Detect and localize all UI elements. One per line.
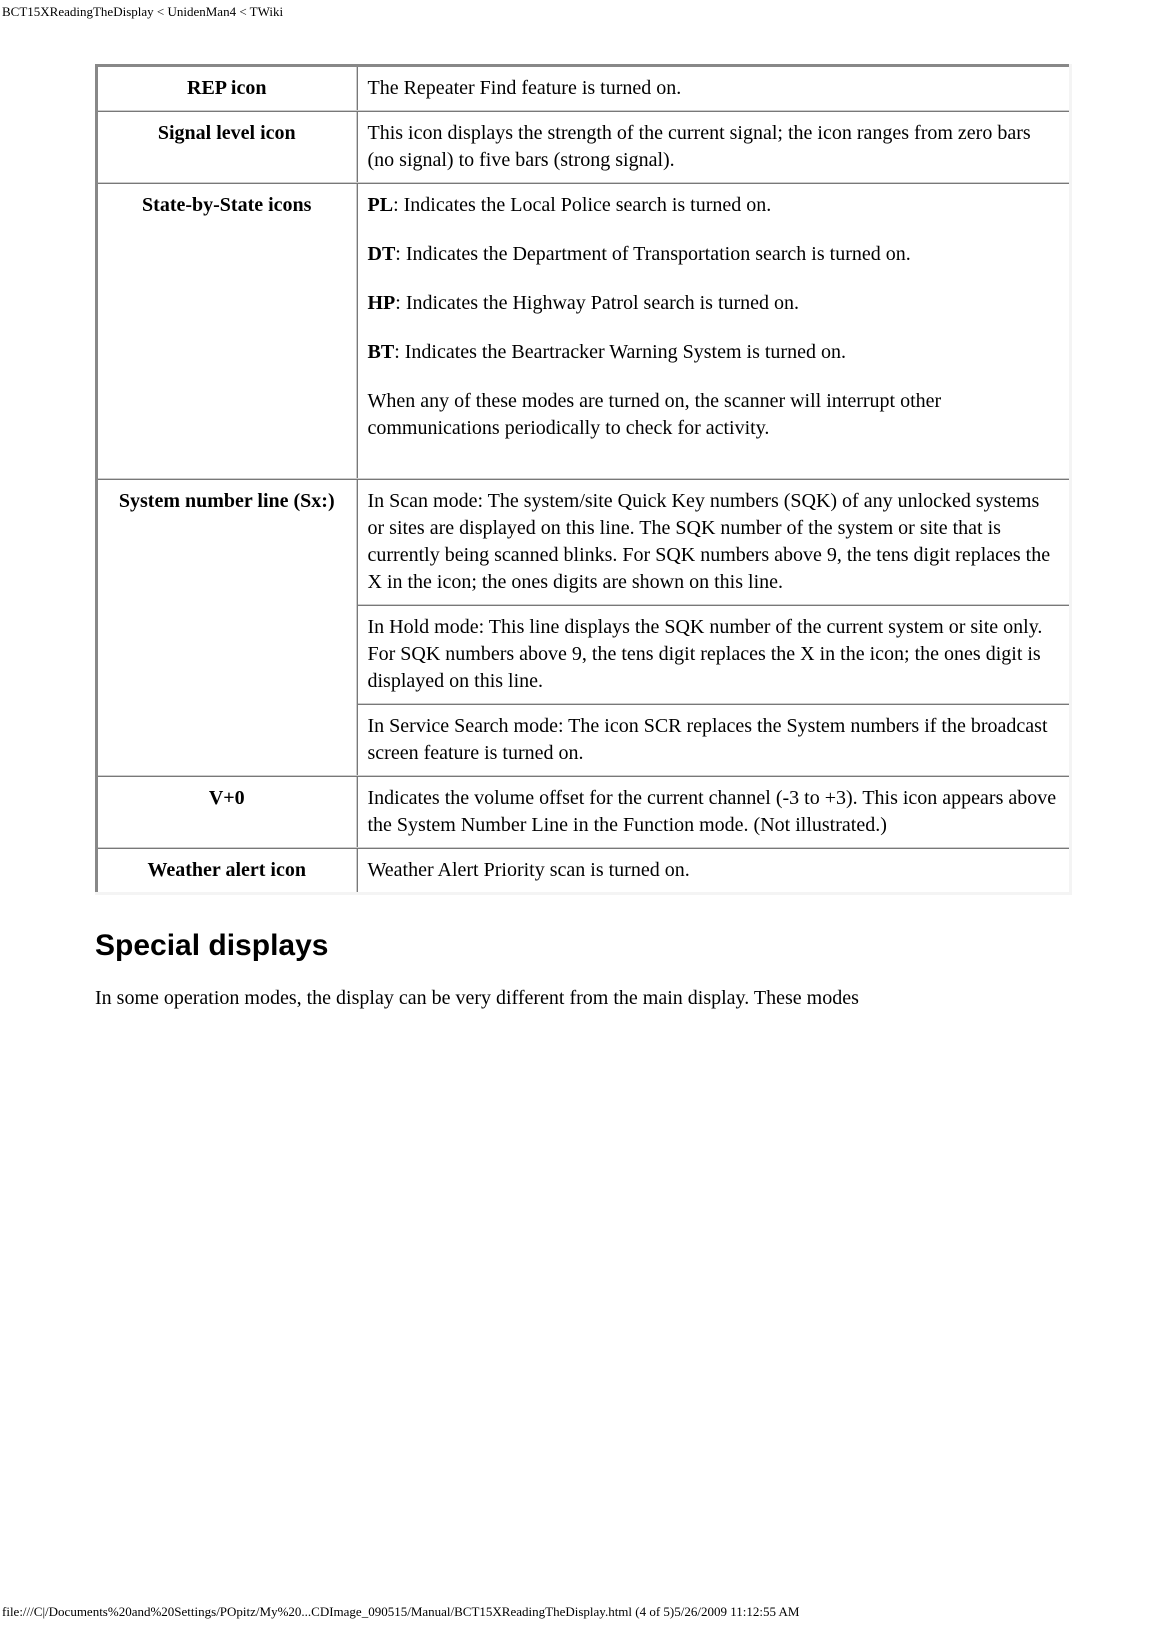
state-text: : Indicates the Highway Patrol search is… — [395, 292, 799, 314]
state-code: BT — [368, 341, 395, 363]
table-row: State-by-State icons PL: Indicates the L… — [97, 183, 1071, 479]
state-text: : Indicates the Beartracker Warning Syst… — [394, 341, 846, 363]
table-row: Signal level icon This icon displays the… — [97, 111, 1071, 183]
table-row: V+0 Indicates the volume offset for the … — [97, 776, 1071, 848]
row-label: Signal level icon — [97, 111, 357, 183]
row-desc: PL: Indicates the Local Police search is… — [357, 183, 1071, 479]
state-code: DT — [368, 243, 396, 265]
row-desc: The Repeater Find feature is turned on. — [357, 66, 1071, 112]
state-code: PL — [368, 194, 394, 216]
row-label: System number line (Sx:) — [97, 479, 357, 776]
section-heading: Special displays — [95, 929, 1072, 963]
breadcrumb-path: BCT15XReadingTheDisplay < UnidenMan4 < T… — [0, 0, 1167, 24]
body-paragraph: In some operation modes, the display can… — [95, 985, 1072, 1012]
page-content: REP icon The Repeater Find feature is tu… — [0, 64, 1167, 1012]
row-label: V+0 — [97, 776, 357, 848]
row-desc: Weather Alert Priority scan is turned on… — [357, 848, 1071, 894]
row-desc: In Service Search mode: The icon SCR rep… — [357, 704, 1071, 776]
state-footer: When any of these modes are turned on, t… — [368, 388, 1060, 442]
row-label: REP icon — [97, 66, 357, 112]
row-label: Weather alert icon — [97, 848, 357, 894]
state-code: HP — [368, 292, 396, 314]
table-row: REP icon The Repeater Find feature is tu… — [97, 66, 1071, 112]
icon-description-table: REP icon The Repeater Find feature is tu… — [95, 64, 1072, 895]
row-label: State-by-State icons — [97, 183, 357, 479]
row-desc: In Scan mode: The system/site Quick Key … — [357, 479, 1071, 605]
footer-path: file:///C|/Documents%20and%20Settings/PO… — [0, 1600, 801, 1624]
row-desc: Indicates the volume offset for the curr… — [357, 776, 1071, 848]
row-desc: In Hold mode: This line displays the SQK… — [357, 605, 1071, 704]
row-desc: This icon displays the strength of the c… — [357, 111, 1071, 183]
state-text: : Indicates the Department of Transporta… — [395, 243, 910, 265]
table-row: System number line (Sx:) In Scan mode: T… — [97, 479, 1071, 605]
table-row: Weather alert icon Weather Alert Priorit… — [97, 848, 1071, 894]
state-text: : Indicates the Local Police search is t… — [393, 194, 771, 216]
